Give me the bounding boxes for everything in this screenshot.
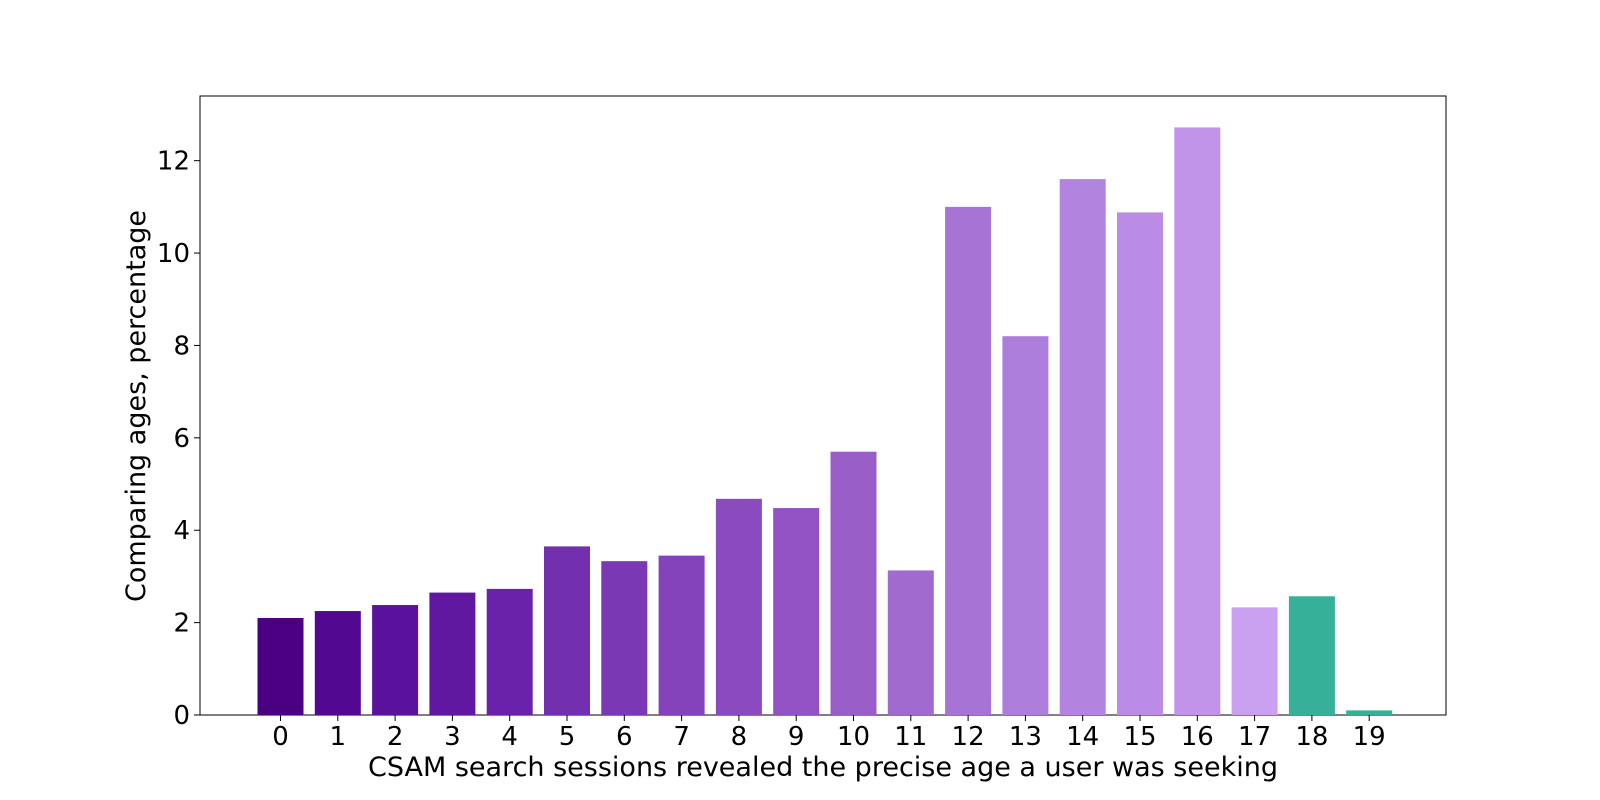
x-tick-label: 2 bbox=[387, 722, 404, 752]
x-tick-label: 15 bbox=[1123, 722, 1156, 752]
bar-6 bbox=[601, 561, 648, 715]
x-tick-label: 11 bbox=[894, 722, 927, 752]
x-tick-label: 5 bbox=[559, 722, 576, 752]
x-tick-label: 8 bbox=[731, 722, 748, 752]
y-axis-label: Comparing ages, percentage bbox=[121, 210, 152, 602]
bar-17 bbox=[1231, 607, 1278, 715]
bar-15 bbox=[1117, 212, 1163, 716]
x-tick-label: 6 bbox=[616, 722, 633, 752]
x-tick-label: 14 bbox=[1066, 722, 1099, 752]
bars-group bbox=[257, 127, 1393, 716]
bar-0 bbox=[257, 617, 304, 715]
y-ticks-group: 0 2 4 6 8 10 12 bbox=[157, 147, 200, 731]
x-tick-label: 9 bbox=[788, 722, 805, 752]
bar-4 bbox=[486, 588, 533, 715]
bar-10 bbox=[830, 451, 877, 715]
x-axis-label: CSAM search sessions revealed the precis… bbox=[368, 752, 1278, 783]
x-tick-label: 7 bbox=[673, 722, 690, 752]
x-tick-label: 18 bbox=[1295, 722, 1328, 752]
bar-2 bbox=[372, 605, 419, 715]
bar-19 bbox=[1346, 710, 1393, 715]
x-tick-label: 10 bbox=[837, 722, 870, 752]
x-tick-label: 13 bbox=[1009, 722, 1042, 752]
bar-16 bbox=[1174, 127, 1221, 716]
bar-12 bbox=[945, 206, 992, 716]
plot-frame bbox=[199, 95, 1447, 716]
x-tick-label: 4 bbox=[501, 722, 518, 752]
y-tick-label: 4 bbox=[173, 516, 190, 546]
x-ticks-group: 0 1 2 3 4 5 6 7 8 9 10 11 12 13 14 15 16 17 18 19 bbox=[272, 715, 1386, 752]
bar-18 bbox=[1288, 596, 1335, 715]
y-tick-label: 10 bbox=[157, 239, 190, 269]
x-tick-label: 16 bbox=[1181, 722, 1214, 752]
y-tick-label: 6 bbox=[173, 424, 190, 454]
bar-7 bbox=[658, 555, 705, 715]
bar-13 bbox=[1002, 336, 1049, 715]
y-tick-label: 12 bbox=[157, 147, 190, 177]
bar-14 bbox=[1059, 179, 1106, 716]
x-tick-label: 1 bbox=[330, 722, 347, 752]
x-tick-label: 12 bbox=[952, 722, 985, 752]
bar-1 bbox=[314, 611, 361, 715]
y-tick-label: 2 bbox=[173, 609, 190, 639]
x-tick-label: 19 bbox=[1353, 722, 1386, 752]
x-tick-label: 3 bbox=[444, 722, 461, 752]
bar-9 bbox=[773, 508, 820, 715]
bar-5 bbox=[544, 546, 590, 715]
x-tick-label: 0 bbox=[272, 722, 289, 752]
x-tick-label: 17 bbox=[1238, 722, 1271, 752]
bar-8 bbox=[715, 498, 762, 715]
y-tick-label: 0 bbox=[173, 701, 190, 731]
bar-3 bbox=[429, 592, 476, 715]
y-tick-label: 8 bbox=[173, 331, 190, 361]
bar-11 bbox=[887, 570, 934, 715]
